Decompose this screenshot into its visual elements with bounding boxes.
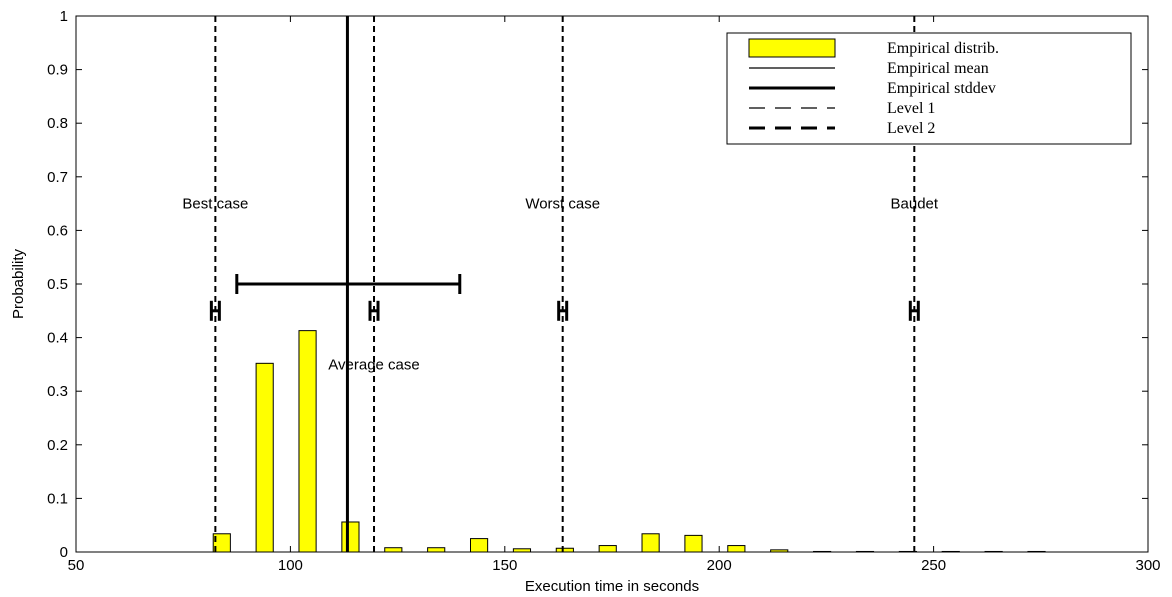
x-tick-label: 250	[921, 557, 946, 574]
histogram-bar	[384, 547, 403, 553]
histogram-bar	[255, 362, 274, 553]
y-tick-label: 0.8	[47, 115, 68, 132]
y-tick-label: 0.1	[47, 490, 68, 507]
histogram-bar	[1027, 550, 1046, 553]
y-tick-label: 0.4	[47, 330, 68, 347]
y-tick-label: 1	[60, 8, 68, 25]
x-tick-label: 150	[492, 557, 517, 574]
histogram-bar	[427, 547, 446, 553]
axis-ticks: 50 100 150 200 250 300 0 0.1 0.2 0.3 0.4 0.5 0.6 0.7 0…	[47, 8, 1160, 574]
histogram-bar	[727, 545, 746, 553]
legend-entry-label: Empirical mean	[887, 60, 989, 77]
legend-entry-label: Empirical distrib.	[887, 40, 999, 57]
x-tick-label: 300	[1135, 557, 1160, 574]
x-axis-title: Execution time in seconds	[525, 578, 699, 595]
x-tick-label: 50	[68, 557, 85, 574]
annotation-label: Baudet	[891, 196, 939, 213]
y-tick-label: 0.3	[47, 383, 68, 400]
y-tick-label: 0.9	[47, 62, 68, 79]
histogram-bars	[212, 330, 1046, 553]
histogram-bar	[298, 330, 317, 553]
legend-entry-label: Empirical stddev	[887, 80, 996, 97]
x-tick-label: 100	[278, 557, 303, 574]
y-tick-label: 0.6	[47, 222, 68, 239]
legend-entry-label: Level 1	[887, 100, 935, 117]
histogram-bar	[555, 547, 574, 553]
legend-entry-label: Level 2	[887, 120, 935, 137]
annotation-label: Best case	[182, 196, 248, 213]
histogram-bar	[684, 534, 703, 553]
annotation-label: Worst case	[525, 196, 600, 213]
legend: Empirical distrib. Empirical mean Empirica…	[726, 32, 1132, 145]
histogram-bar	[898, 550, 917, 553]
y-tick-label: 0.2	[47, 437, 68, 454]
histogram-bar	[512, 548, 532, 553]
histogram-bar	[212, 533, 231, 553]
annotation-label: Average case	[328, 356, 419, 373]
histogram-bar	[941, 550, 960, 553]
histogram-bar	[813, 550, 832, 553]
histogram-bar	[770, 549, 789, 553]
y-axis-title: Probability	[10, 248, 27, 319]
histogram-bar	[469, 538, 489, 553]
histogram-bar	[984, 550, 1003, 553]
histogram-bar	[855, 550, 875, 553]
y-tick-label: 0.5	[47, 276, 68, 293]
annotations: Best case Worst case Baudet Average case	[182, 196, 938, 374]
x-tick-label: 200	[707, 557, 732, 574]
y-tick-label: 0	[60, 544, 68, 561]
legend-swatch-bar	[748, 38, 836, 58]
reference-lines	[209, 16, 920, 552]
histogram-bar	[641, 533, 660, 553]
histogram-bar	[598, 545, 617, 553]
y-tick-label: 0.7	[47, 169, 68, 186]
histogram-bar	[341, 521, 360, 553]
